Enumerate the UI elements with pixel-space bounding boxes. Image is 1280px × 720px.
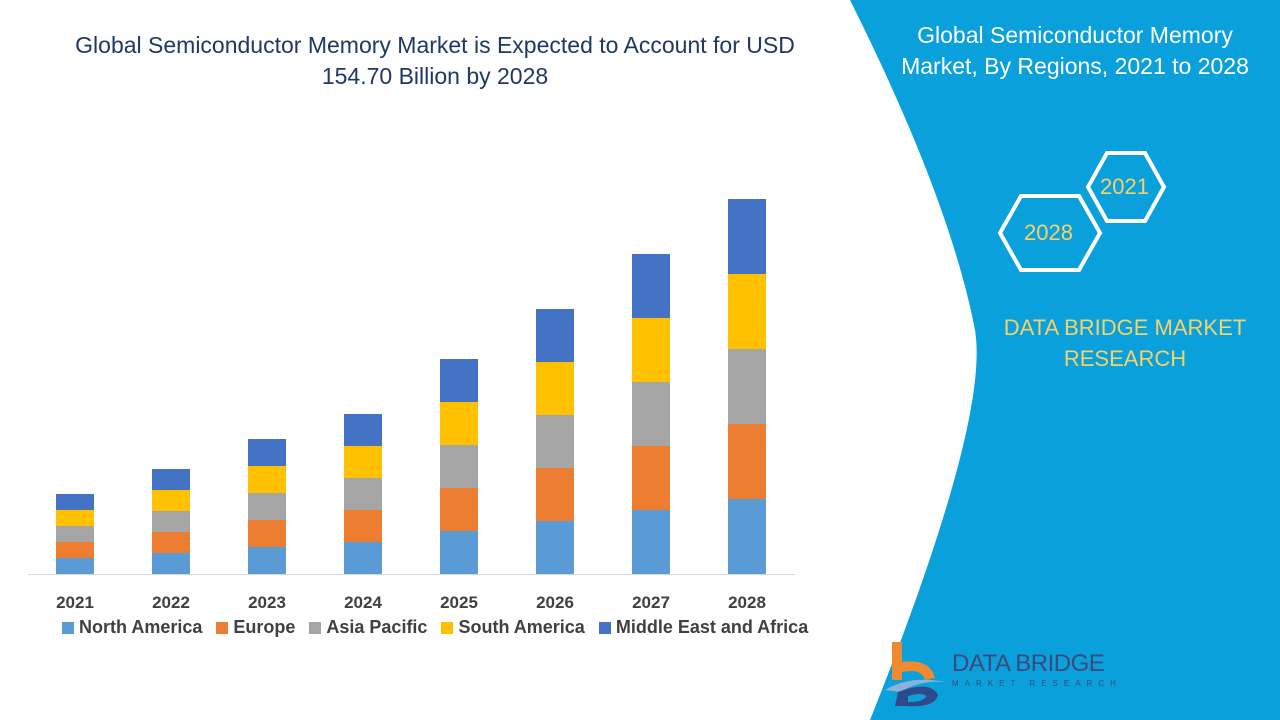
logo-text: DATA BRIDGE: [952, 650, 1105, 677]
legend-label: North America: [79, 617, 203, 637]
bar-segment-2022-3: [152, 490, 190, 511]
legend-label: Europe: [233, 617, 296, 637]
bar-segment-2023-2: [248, 493, 286, 520]
x-tick-label: 2028: [728, 593, 766, 612]
hex-label-2021: 2021: [1100, 174, 1149, 199]
x-tick-label: 2027: [632, 593, 670, 612]
legend-item: Europe: [216, 617, 295, 638]
bar-segment-2025-2: [440, 445, 478, 488]
stacked-bar-chart: 2021 2022 2023 2024 2025 2026 2027 2028: [28, 199, 795, 612]
bar-segment-2022-1: [152, 532, 190, 553]
bar-segment-2028-4: [728, 199, 766, 274]
bar-segment-2023-4: [248, 439, 286, 466]
bar-segment-2021-3: [56, 510, 94, 526]
legend-label: Asia Pacific: [326, 617, 428, 637]
legend: North America Europe Asia Pacific South Ame…: [62, 617, 808, 638]
bar-segment-2024-2: [344, 478, 382, 510]
legend-label: South America: [458, 617, 585, 637]
data-bridge-logo: [885, 642, 945, 707]
legend-swatch: [62, 621, 74, 634]
legend-swatch: [216, 621, 229, 634]
bar-segment-2025-4: [440, 359, 478, 402]
bar-segment-2027-0: [632, 510, 670, 574]
bar-segment-2021-2: [56, 526, 94, 542]
legend-label: Middle East and Africa: [615, 617, 809, 637]
bar-segment-2025-1: [440, 488, 478, 531]
bar-segment-2023-3: [248, 466, 286, 493]
x-tick-label: 2021: [56, 593, 94, 612]
bar-segment-2027-4: [632, 254, 670, 318]
logo-subtext: MARKET RESEARCH: [952, 679, 1122, 688]
bar-segment-2024-3: [344, 446, 382, 478]
side-panel-title: Global Semiconductor Memory Market, By R…: [901, 22, 1249, 79]
legend-swatch: [309, 621, 322, 634]
bar-segment-2025-3: [440, 402, 478, 445]
bar-segment-2026-2: [536, 415, 574, 468]
bar-segment-2027-3: [632, 318, 670, 382]
bar-segment-2021-0: [56, 558, 94, 574]
x-tick-label: 2022: [152, 593, 190, 612]
x-tick-label: 2025: [440, 593, 478, 612]
bar-segment-2022-4: [152, 469, 190, 490]
bar-segment-2021-4: [56, 494, 94, 510]
bar-segment-2022-2: [152, 511, 190, 532]
side-panel-shape: [850, 0, 1280, 720]
hex-label-2028: 2028: [1024, 220, 1073, 245]
legend-item: Middle East and Africa: [598, 617, 809, 638]
bar-segment-2024-1: [344, 510, 382, 542]
chart-title: Global Semiconductor Memory Market is Ex…: [75, 32, 795, 89]
bar-segment-2025-0: [440, 531, 478, 574]
bar-segment-2028-0: [728, 499, 766, 574]
legend-swatch: [441, 621, 454, 634]
hexagon-2028: [997, 194, 1103, 272]
bar-segment-2027-1: [632, 446, 670, 510]
legend-item: Asia Pacific: [309, 617, 427, 638]
bar-segment-2022-0: [152, 553, 190, 574]
bar-segment-2024-4: [344, 414, 382, 446]
x-tick-label: 2026: [536, 593, 574, 612]
bar-segment-2024-0: [344, 542, 382, 574]
bar-segment-2028-2: [728, 349, 766, 424]
brand-name: DATA BRIDGE MARKET RESEARCH: [1003, 315, 1247, 371]
bar-segment-2026-1: [536, 468, 574, 521]
legend-item: South America: [441, 617, 585, 638]
bar-segment-2023-0: [248, 547, 286, 574]
bar-segment-2026-4: [536, 309, 574, 362]
bar-segment-2023-1: [248, 520, 286, 547]
legend-swatch: [598, 621, 611, 634]
bar-segment-2026-0: [536, 521, 574, 574]
bar-segment-2026-3: [536, 362, 574, 415]
bar-segment-2028-3: [728, 274, 766, 349]
bar-segment-2028-1: [728, 424, 766, 499]
bar-segment-2027-2: [632, 382, 670, 446]
hexagon-2021: [1085, 151, 1167, 223]
bar-segment-2021-1: [56, 542, 94, 558]
legend-item: North America: [62, 617, 202, 638]
x-tick-label: 2023: [248, 593, 286, 612]
x-tick-label: 2024: [344, 593, 382, 612]
